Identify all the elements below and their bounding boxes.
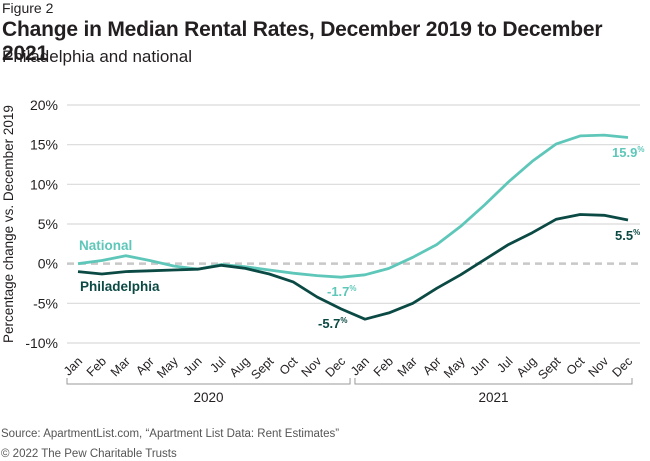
figure-label: Figure 2 <box>2 0 54 16</box>
x-tick-label: Sept <box>248 354 276 382</box>
x-tick-label: Aug <box>227 354 253 380</box>
x-tick-label: Jul <box>494 354 515 375</box>
x-tick-label: Dec <box>609 354 635 380</box>
year-groups: 2020 2021 <box>66 378 633 405</box>
year-label: 2021 <box>478 390 508 405</box>
chart-subtitle: Philadelphia and national <box>2 47 192 66</box>
x-tick-label: Dec <box>323 354 349 380</box>
y-tick-label: -10% <box>25 335 58 351</box>
year-bracket <box>66 378 351 385</box>
legend-national: National <box>79 238 132 253</box>
source-note: Source: ApartmentList.com, “Apartment Li… <box>1 428 340 440</box>
x-tick-label: May <box>441 354 468 381</box>
y-tick-label: -5% <box>33 295 58 311</box>
x-tick-label: Oct <box>564 354 588 378</box>
year-bracket <box>354 378 633 385</box>
x-tick-label: Jan <box>348 354 372 378</box>
x-tick-label: Oct <box>277 354 301 378</box>
y-tick-label: 10% <box>30 176 58 192</box>
y-axis-ticks: 20% 15% 10% 5% 0% -5% -10% <box>25 97 58 351</box>
x-tick-label: Feb <box>84 354 109 379</box>
x-tick-label: Nov <box>299 354 325 380</box>
chart-title: Change in Median Rental Rates, December … <box>2 18 603 65</box>
y-tick-label: 5% <box>38 216 58 232</box>
y-tick-label: 15% <box>30 137 58 153</box>
x-tick-label: Mar <box>395 354 420 379</box>
national-end-label: 15.9% <box>612 145 644 160</box>
x-tick-label: Jul <box>207 354 228 375</box>
annotations: National Philadelphia -1.7% -5.7% 15.9% 5.5% <box>79 145 644 331</box>
philadelphia-end-label: 5.5% <box>615 228 640 243</box>
series-line-philadelphia <box>77 213 629 321</box>
copyright-note: © 2022 The Pew Charitable Trusts <box>1 448 177 460</box>
x-tick-label: May <box>154 354 181 381</box>
x-tick-label: Aug <box>514 354 540 380</box>
philadelphia-min-label: -5.7% <box>318 316 348 331</box>
year-label: 2020 <box>193 390 223 405</box>
x-tick-label: Nov <box>586 354 612 380</box>
series-line-national <box>77 133 629 279</box>
y-axis-label: Percentage change vs. December 2019 <box>1 105 16 343</box>
gridlines <box>67 104 640 344</box>
legend-philadelphia: Philadelphia <box>80 279 160 294</box>
x-tick-label: Jun <box>181 354 205 378</box>
y-tick-label: 0% <box>38 256 58 272</box>
x-tick-label: Jun <box>467 354 491 378</box>
national-min-label: -1.7% <box>327 284 357 299</box>
x-tick-label: Feb <box>371 354 396 379</box>
x-tick-label: Apr <box>420 354 444 378</box>
series-lines <box>77 133 629 321</box>
x-tick-label: Jan <box>61 354 85 378</box>
y-tick-label: 20% <box>30 97 58 113</box>
x-tick-label: Sept <box>535 354 563 382</box>
x-tick-label: Apr <box>133 354 157 378</box>
x-tick-label: Mar <box>108 354 133 379</box>
